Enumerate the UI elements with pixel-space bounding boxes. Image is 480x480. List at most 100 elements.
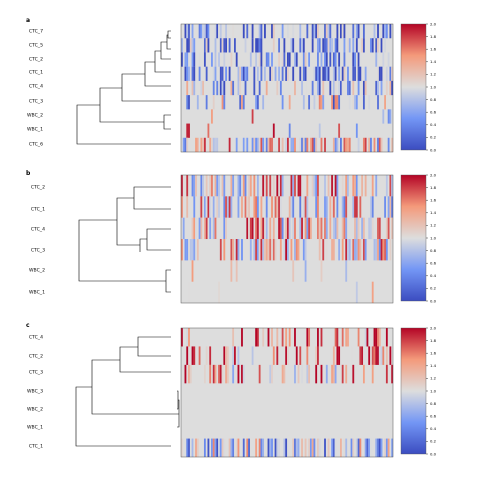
heatmap-cell [244, 66, 247, 81]
heatmap-cell [301, 80, 303, 96]
heatmap-cell [221, 38, 224, 53]
dendrogram-a-link [167, 30, 171, 39]
heatmap-cell [362, 24, 365, 39]
heatmap-cell [299, 24, 302, 39]
heatmap-cell [306, 175, 309, 197]
heatmap-cell [290, 196, 293, 218]
heatmap-cell [324, 217, 326, 240]
heatmap-cell [265, 239, 268, 261]
heatmap-cell [191, 80, 194, 96]
dendrogram-c-link [137, 336, 171, 357]
row-label: CTC_2 [31, 185, 45, 191]
heatmap-cell [368, 438, 371, 458]
heatmap-cell [232, 175, 235, 197]
heatmap-cell [299, 196, 302, 218]
heatmap-cell [320, 328, 323, 347]
heatmap-cell [195, 137, 197, 153]
heatmap-cell [279, 196, 282, 218]
heatmap-cell [375, 38, 378, 53]
heatmap-cell [279, 80, 282, 96]
heatmap-cell [325, 217, 328, 240]
heatmap-cell [216, 137, 219, 153]
heatmap-cell [352, 38, 355, 53]
heatmap-cell [258, 24, 261, 39]
heatmap-cell [246, 196, 249, 218]
row-labels-a: CTC_7 CTC_5 CTC_2 CTC_1 CTC_4 CTC_3 WBC_2 WBC_1… [27, 29, 43, 148]
heatmap-cell [373, 137, 376, 153]
heatmap-cell [251, 346, 254, 365]
colorbar-tick-label: 1.8 [430, 338, 437, 343]
heatmap-cell [378, 239, 381, 261]
heatmap-cell [302, 239, 305, 261]
heatmap-cell [207, 196, 210, 218]
heatmap-cell [332, 217, 335, 240]
heatmap-cell [336, 24, 339, 39]
heatmap-cell [253, 196, 256, 218]
heatmap-cell [260, 438, 263, 458]
heatmap-cell [355, 38, 358, 53]
heatmap-cell [348, 137, 351, 153]
heatmap-cell [364, 66, 367, 81]
heatmap-cell [301, 137, 303, 153]
heatmap-cell [281, 137, 284, 153]
heatmap-cell [341, 175, 344, 197]
heatmap-cell [188, 38, 190, 53]
heatmap-cell [357, 24, 360, 39]
heatmap-cell [186, 24, 189, 39]
heatmap-cell [203, 196, 206, 218]
heatmap-cell [292, 217, 295, 240]
heatmap-cell [198, 24, 201, 39]
heatmap-cell [315, 175, 318, 197]
heatmap-cell [380, 66, 383, 81]
heatmap-cell [389, 80, 392, 96]
heatmap-cell [279, 217, 282, 240]
heatmap-cell [375, 80, 378, 96]
heatmap-cell [239, 80, 242, 96]
heatmap-cell [214, 196, 217, 218]
heatmap-cell [274, 196, 277, 218]
heatmap-cell [212, 80, 215, 96]
heatmap-cell [267, 52, 270, 67]
heatmap-cell [301, 364, 303, 384]
heatmap-cell [196, 95, 199, 110]
heatmap-cell [302, 66, 305, 81]
heatmap-cell [299, 66, 302, 81]
heatmap-cell [378, 217, 381, 240]
heatmap-cell [334, 175, 337, 197]
heatmap-cell [341, 80, 344, 96]
colorbar-tick-label: 1.2 [430, 72, 437, 77]
heatmap-cell [290, 137, 293, 153]
heatmap-cell [218, 52, 220, 67]
heatmap-cell [357, 346, 360, 365]
heatmap-cell [301, 217, 303, 240]
heatmap-cell [276, 175, 279, 197]
heatmap-cell [281, 328, 284, 347]
heatmap-cell [311, 137, 314, 153]
heatmap-cell [387, 52, 390, 67]
heatmap-cell [338, 123, 341, 138]
heatmap-cell [359, 196, 362, 218]
heatmap-cell [362, 137, 365, 153]
heatmap-cell [205, 196, 208, 218]
row-label: CTC_1 [31, 207, 45, 213]
heatmap-cell [219, 38, 222, 53]
heatmap-cell [225, 364, 227, 384]
heatmap-cell [276, 80, 279, 96]
heatmap-cell [345, 364, 348, 384]
heatmap-cell [237, 175, 240, 197]
row-label: CTC_3 [31, 248, 45, 254]
heatmap-cell [195, 175, 197, 197]
heatmap-cell [209, 346, 212, 365]
heatmap-cell [237, 346, 240, 365]
panel-c: c CTC_4 CTC_2 CTC_3 WBC_3 WBC_2 WBC_1 CTC_1 0.… [26, 322, 437, 458]
colorbar-tick-label: 1.6 [430, 47, 437, 52]
heatmap-cell [318, 239, 321, 261]
heatmap-cell [313, 137, 316, 153]
heatmap-cell [255, 438, 258, 458]
colorbar-tick-label: 1.0 [430, 84, 437, 89]
heatmap-cell [246, 66, 249, 81]
heatmap-cell [281, 364, 284, 384]
heatmap-cell [232, 364, 235, 384]
heatmap-cell [357, 175, 360, 197]
heatmap-cell [304, 217, 307, 240]
